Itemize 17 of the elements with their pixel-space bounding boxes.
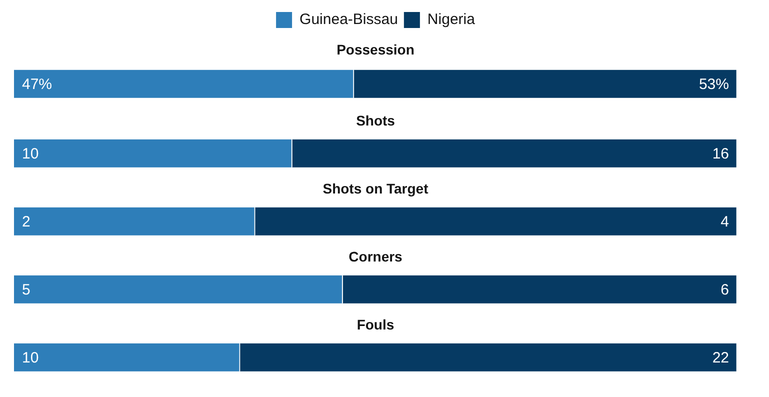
chart-title: Fouls xyxy=(356,316,394,332)
data-label: 53% xyxy=(698,76,729,94)
legend-label: Guinea-Bissau xyxy=(300,11,398,28)
data-label: 16 xyxy=(712,146,729,163)
legend-label: Nigeria xyxy=(427,11,476,28)
chart-title: Shots on Target xyxy=(322,180,429,196)
data-label: 4 xyxy=(720,214,729,231)
data-label: 5 xyxy=(22,282,30,299)
chart-title: Shots xyxy=(356,112,396,128)
data-label: 6 xyxy=(720,282,729,299)
data-label: 2 xyxy=(22,214,30,231)
data-label: 22 xyxy=(712,350,729,367)
chart-title: Corners xyxy=(348,248,403,264)
data-label: 10 xyxy=(22,146,39,163)
data-label: 10 xyxy=(22,350,39,367)
chart-title: Possession xyxy=(336,41,414,58)
data-label: 47% xyxy=(22,76,52,94)
